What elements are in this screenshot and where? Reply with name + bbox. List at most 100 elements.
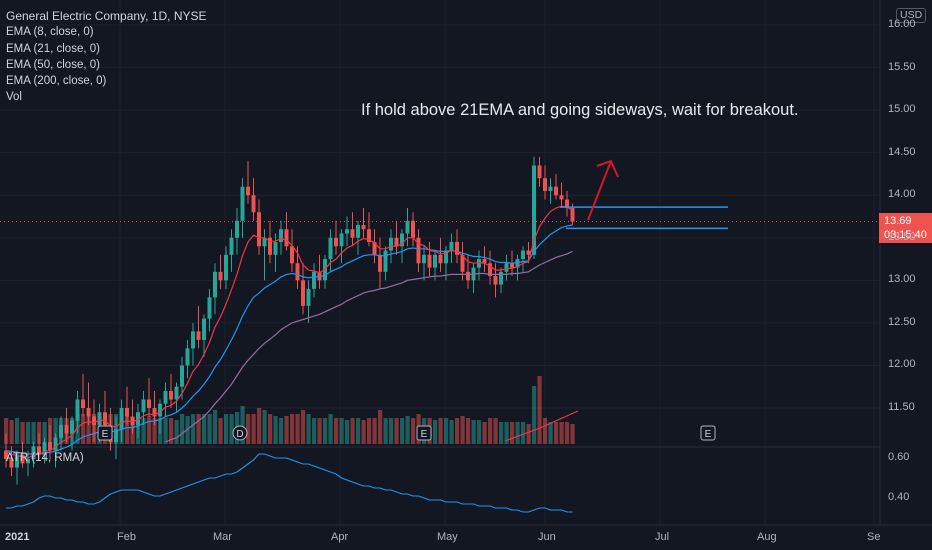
volume-bar <box>31 422 36 444</box>
candle-body <box>565 199 569 208</box>
volume-bar <box>257 408 262 444</box>
candle-body <box>488 263 492 277</box>
volume-bar <box>455 418 460 444</box>
volume-bar <box>295 414 300 444</box>
candle-body <box>427 254 432 268</box>
candle-body <box>64 425 69 434</box>
candle-body <box>543 178 547 191</box>
candle-body <box>548 186 553 191</box>
breakout-arrow-line <box>587 160 612 221</box>
atr-pane <box>6 453 573 513</box>
volume-bar <box>400 418 405 444</box>
candle-body <box>466 271 470 281</box>
ema50-line <box>165 250 573 443</box>
volume-bar <box>246 414 251 444</box>
volume-bar <box>4 418 9 444</box>
legend-ema50: EMA (50, close, 0) <box>6 58 100 71</box>
candle-body <box>97 412 102 426</box>
volume-bar <box>185 416 190 444</box>
x-tick-label: May <box>437 531 458 543</box>
x-tick-label: Jun <box>538 531 556 543</box>
candle-body <box>59 425 63 438</box>
candle-body <box>339 233 344 247</box>
candle-body <box>42 442 47 455</box>
volume-bar <box>125 416 130 444</box>
volume-bar <box>240 406 245 444</box>
volume-bar <box>180 414 185 444</box>
volume-bar <box>147 416 152 444</box>
candle-body <box>196 331 201 340</box>
candle-body <box>92 416 96 426</box>
volume-bar <box>526 424 531 444</box>
candle-body <box>279 229 283 243</box>
x-tick-label: Aug <box>757 531 777 543</box>
volume-bar <box>81 414 86 444</box>
volume-bar <box>20 422 25 444</box>
candle-body <box>273 242 278 255</box>
volume-bar <box>345 420 350 444</box>
candle-body <box>268 237 272 255</box>
currency-badge[interactable]: USD <box>896 8 927 23</box>
candle-body <box>224 254 228 281</box>
candle-body <box>317 271 322 281</box>
volume-bar <box>213 410 218 444</box>
volume-bar <box>521 422 526 444</box>
legend-ema8: EMA (8, close, 0) <box>6 26 94 39</box>
volume-bar <box>268 414 273 444</box>
candle-body <box>180 365 184 387</box>
volume-bar <box>262 410 267 444</box>
volume-bar <box>543 418 548 444</box>
candle-body <box>158 403 162 417</box>
candle-body <box>411 220 415 238</box>
volume-bar <box>152 418 157 444</box>
legend-ema200: EMA (200, close, 0) <box>6 75 107 88</box>
candle-body <box>405 220 410 234</box>
chart-annotation[interactable]: If hold above 21EMA and going sideways, … <box>361 101 799 119</box>
legend-vol: Vol <box>6 91 22 104</box>
candle-body <box>86 408 91 417</box>
ema21-line <box>5 224 573 455</box>
candle-body <box>257 212 261 247</box>
price-tag: 13.69 03:15:40 <box>879 213 932 243</box>
volume-bar <box>251 414 256 444</box>
x-tick-label: Mar <box>213 531 232 543</box>
volume-bar <box>323 418 328 444</box>
earnings-marker <box>700 425 716 441</box>
candle-body <box>526 250 531 255</box>
candle-body <box>147 399 151 408</box>
volume-bar <box>290 414 295 444</box>
earnings-marker-label: E <box>421 429 428 440</box>
candle-body <box>229 237 234 255</box>
candle-body <box>141 399 146 413</box>
candle-body <box>290 246 294 264</box>
candle-body <box>240 186 245 221</box>
candle-body <box>119 408 124 430</box>
candle-body <box>510 263 514 268</box>
candle-body <box>306 288 311 306</box>
candle-body <box>163 390 168 404</box>
candle-body <box>207 297 212 319</box>
ema8-line <box>5 205 573 459</box>
price-tag-value: 13.69 <box>884 215 912 227</box>
volume-bar <box>356 418 361 444</box>
volume-bar <box>169 418 174 444</box>
y-tick-label: 13.00 <box>888 273 916 286</box>
volume-bar <box>559 422 564 444</box>
volume-bar <box>224 414 229 444</box>
volume-bar <box>53 418 58 444</box>
candle-body <box>499 271 503 285</box>
y-tick-label: 14.00 <box>888 188 916 201</box>
candle-body <box>482 259 487 264</box>
candle-body <box>570 207 575 222</box>
candle-body <box>48 442 52 451</box>
candle-body <box>521 250 525 260</box>
candle-body <box>328 237 333 260</box>
volume-bar <box>317 418 322 444</box>
x-tick-label: Se <box>867 531 881 543</box>
candle-body <box>367 229 371 243</box>
volume-bar <box>37 422 42 444</box>
earnings-marker-label: E <box>102 429 109 440</box>
candle-body <box>53 437 58 451</box>
candle-body <box>114 429 118 443</box>
